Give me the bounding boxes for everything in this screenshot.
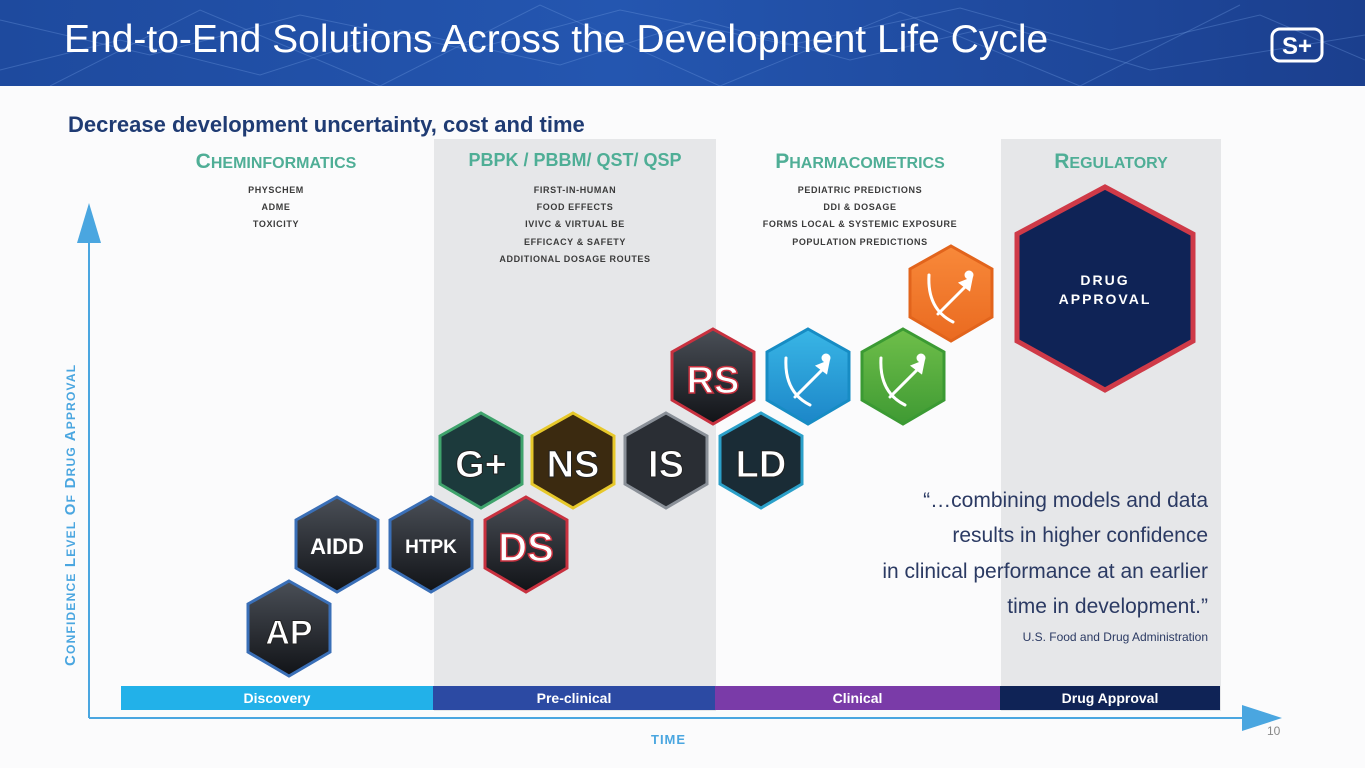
- category-regulatory-label: REGULATORY: [1054, 150, 1168, 173]
- y-axis-arrow-icon: [77, 203, 101, 243]
- pharmacometrics-blue-hexagon[interactable]: [765, 327, 851, 426]
- category-pbpk-label: PBPK / PBBM/ QST/ QSP: [468, 150, 682, 170]
- x-axis-arrow-icon: [1242, 705, 1282, 731]
- page-number: 10: [1267, 724, 1281, 738]
- quote-line: in clinical performance at an earlier: [882, 559, 1208, 583]
- cheminformatics-items: PHYSCHEM ADME TOXICITY: [156, 182, 396, 234]
- is-label: IS: [648, 444, 684, 486]
- aidd-hexagon[interactable]: AIDD: [294, 495, 380, 594]
- subtitle: Decrease development uncertainty, cost a…: [68, 112, 585, 137]
- list-item: POPULATION PREDICTIONS: [792, 236, 928, 247]
- drug-approval-line2: APPROVAL: [1059, 291, 1152, 307]
- phase-clinical: Clinical: [715, 686, 1000, 710]
- category-cheminformatics: CHEMINFORMATICS: [156, 150, 396, 174]
- aidd-label: AIDD: [310, 534, 364, 559]
- htpk-label: HTPK: [405, 537, 457, 558]
- list-item: PHYSCHEM: [248, 185, 304, 195]
- quote-source: U.S. Food and Drug Administration: [1022, 630, 1208, 644]
- ds-label: DS: [498, 526, 554, 570]
- list-item: ADDITIONAL DOSAGE ROUTES: [499, 253, 651, 264]
- ap-label: AP: [265, 614, 312, 652]
- list-item: TOXICITY: [252, 219, 300, 230]
- ld-label: LD: [736, 444, 787, 486]
- drug-approval-hexagon: DRUG APPROVAL: [1014, 184, 1196, 393]
- pbpk-items: FIRST-IN-HUMAN FOOD EFFECTS IVIVC & VIRT…: [434, 182, 716, 268]
- header-banner: End-to-End Solutions Across the Developm…: [0, 0, 1365, 86]
- list-item: EFFICACY & SAFETY: [523, 236, 627, 247]
- nabsorber-hexagon[interactable]: NS: [530, 411, 616, 510]
- list-item: FOOD EFFECTS: [536, 202, 614, 213]
- ipulsim-hexagon[interactable]: IS: [623, 411, 709, 510]
- page-title: End-to-End Solutions Across the Developm…: [64, 18, 1049, 61]
- ddi-simulator-hexagon[interactable]: DS: [483, 495, 569, 594]
- logo-text: S+: [1282, 33, 1312, 60]
- additivepredictor-hexagon[interactable]: AP: [246, 579, 332, 678]
- quote-line: “…combining models and data: [923, 489, 1208, 512]
- list-item: FORMS LOCAL & SYSTEMIC EXPOSURE: [762, 219, 958, 230]
- renalsim-hexagon[interactable]: RS: [670, 327, 756, 426]
- list-item: FIRST-IN-HUMAN: [533, 185, 617, 195]
- phase-drug-approval: Drug Approval: [1000, 686, 1220, 710]
- list-item: IVIVC & VIRTUAL BE: [525, 219, 625, 230]
- htpk-hexagon[interactable]: HTPK: [388, 495, 474, 594]
- monolix-orange-icon: [927, 270, 974, 324]
- list-item: DDI & DOSAGE: [823, 202, 897, 213]
- gplus-label: G+: [455, 444, 507, 486]
- list-item: ADME: [261, 202, 291, 213]
- company-logo: S+: [1270, 27, 1324, 63]
- y-axis-label-text: CONFIDENCE LEVEL OF DRUG APPROVAL: [62, 364, 79, 666]
- ns-label: NS: [547, 444, 600, 486]
- network-pattern-decoration: [0, 4, 1365, 86]
- quote-line: time in development.”: [1007, 594, 1208, 618]
- phase-preclinical: Pre-clinical: [433, 686, 715, 710]
- category-cheminformatics-label: CHEMINFORMATICS: [195, 150, 357, 173]
- gastroplus-hexagon[interactable]: G+: [438, 411, 524, 510]
- list-item: PEDIATRIC PREDICTIONS: [797, 185, 923, 195]
- y-axis-label: CONFIDENCE LEVEL OF DRUG APPROVAL: [62, 364, 79, 666]
- monolix-green-icon: [879, 353, 926, 407]
- rs-label: RS: [687, 360, 740, 402]
- category-pharmacometrics-label: PHARMACOMETRICS: [775, 150, 945, 173]
- quote-line: results in higher confidence: [952, 524, 1208, 548]
- pharmacometrics-green-hexagon[interactable]: [860, 327, 946, 426]
- pharmacometrics-items: PEDIATRIC PREDICTIONS DDI & DOSAGE FORMS…: [720, 182, 1000, 251]
- x-axis-label: TIME: [651, 732, 687, 747]
- category-pharmacometrics: PHARMACOMETRICS: [720, 150, 1000, 174]
- category-pbpk: PBPK / PBBM/ QST/ QSP: [434, 150, 716, 171]
- category-regulatory: REGULATORY: [1001, 150, 1221, 174]
- drug-approval-line1: DRUG: [1080, 272, 1129, 288]
- lungdose-hexagon[interactable]: LD: [718, 411, 804, 510]
- fda-quote: “…combining models and data results in h…: [882, 483, 1208, 624]
- pharmacometrics-orange-hexagon[interactable]: [908, 244, 994, 343]
- monolix-blue-icon: [784, 353, 831, 407]
- phase-discovery: Discovery: [121, 686, 433, 710]
